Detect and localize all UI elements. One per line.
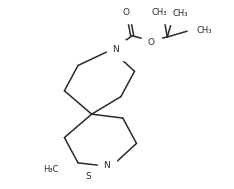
Text: O: O [148, 38, 155, 47]
Text: S: S [85, 172, 91, 181]
Text: H₃C: H₃C [43, 165, 58, 174]
Text: N: N [103, 161, 110, 170]
Text: CH₃: CH₃ [197, 26, 212, 35]
Text: CH₃: CH₃ [172, 9, 188, 18]
Text: N: N [112, 45, 119, 54]
Text: O: O [123, 8, 130, 17]
Text: CH₃: CH₃ [151, 8, 167, 17]
